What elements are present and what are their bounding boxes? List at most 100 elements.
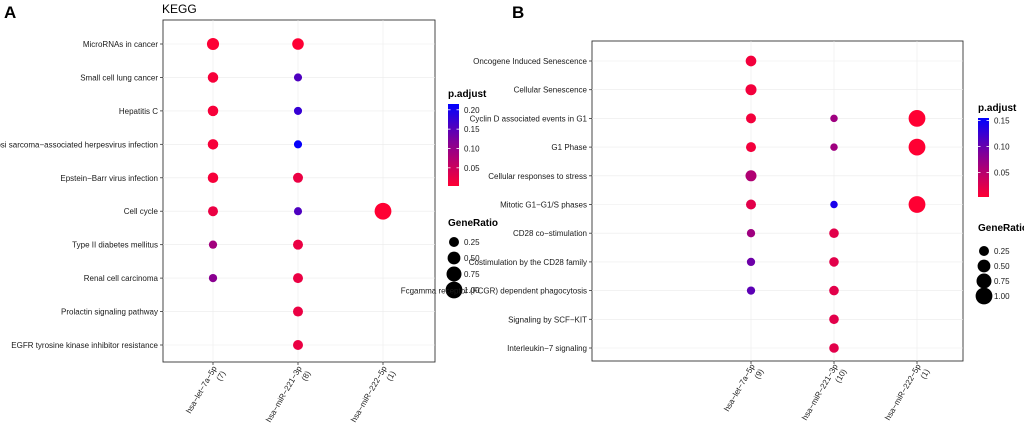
y-tick-label: Cellular Senescence bbox=[514, 86, 588, 95]
data-point bbox=[293, 340, 303, 350]
x-tick-label-group: hsa−miR−221−3p(10) bbox=[800, 362, 848, 422]
data-point bbox=[829, 228, 839, 238]
data-point bbox=[746, 199, 756, 210]
x-tick-label-group: hsa−miR−222−5p(1) bbox=[349, 364, 398, 424]
color-legend-title: p.adjust bbox=[978, 103, 1017, 114]
panel-label: B bbox=[512, 3, 524, 22]
x-tick-count: (9) bbox=[753, 367, 766, 380]
size-legend-label: 1.00 bbox=[994, 292, 1010, 301]
data-point bbox=[293, 273, 303, 284]
data-point bbox=[746, 142, 756, 153]
data-point bbox=[745, 170, 757, 182]
size-legend-label: 0.75 bbox=[464, 270, 480, 279]
data-point bbox=[207, 72, 219, 83]
data-point bbox=[908, 110, 926, 127]
data-point bbox=[293, 306, 303, 317]
x-tick-label-group: hsa−miR−221−3p(8) bbox=[264, 364, 313, 424]
size-legend-label: 0.25 bbox=[994, 247, 1010, 256]
color-legend-title: p.adjust bbox=[448, 89, 487, 100]
x-tick-count: (1) bbox=[385, 369, 398, 382]
x-tick-count: (7) bbox=[215, 369, 228, 382]
panel-label: A bbox=[4, 3, 16, 22]
y-tick-label: Hepatitis C bbox=[119, 107, 158, 116]
color-legend-label: 0.05 bbox=[994, 169, 1010, 178]
y-tick-label: Costimulation by the CD28 family bbox=[469, 258, 587, 267]
data-point bbox=[830, 200, 838, 209]
y-tick-label: Fcgamma receptor (FCGR) dependent phagoc… bbox=[401, 287, 587, 296]
panel-b: BReactomeOncogene Induced SenescenceCell… bbox=[401, 3, 1024, 422]
size-legend-label: 1.00 bbox=[464, 286, 480, 295]
data-point bbox=[746, 257, 756, 267]
size-legend-label: 0.75 bbox=[994, 277, 1010, 286]
data-point bbox=[374, 202, 392, 220]
y-tick-label: Renal cell carcinoma bbox=[84, 274, 159, 283]
size-legend-title: GeneRatio bbox=[978, 223, 1024, 234]
data-point bbox=[207, 172, 219, 184]
data-point bbox=[908, 196, 926, 213]
y-tick-label: Epstein−Barr virus infection bbox=[60, 174, 158, 183]
data-point bbox=[207, 139, 219, 150]
x-tick-count: (8) bbox=[300, 369, 313, 382]
color-bar bbox=[448, 104, 459, 186]
data-point bbox=[829, 257, 839, 267]
x-tick-label-group: hsa−let−7a−5p(9) bbox=[722, 362, 766, 413]
y-tick-label: Cyclin D associated events in G1 bbox=[470, 114, 588, 123]
data-point bbox=[293, 172, 303, 183]
y-tick-label: Type II diabetes mellitus bbox=[72, 241, 158, 250]
plot-area bbox=[591, 40, 964, 362]
data-point bbox=[746, 229, 756, 238]
color-bar bbox=[978, 118, 989, 197]
data-point bbox=[207, 105, 219, 117]
x-tick-label-group: hsa−let−7a−5p(7) bbox=[184, 364, 228, 415]
data-point bbox=[829, 285, 839, 296]
color-legend-label: 0.10 bbox=[464, 144, 480, 153]
y-tick-label: G1 Phase bbox=[551, 143, 587, 152]
data-point bbox=[208, 240, 218, 249]
data-point bbox=[908, 138, 926, 156]
size-legend-dot bbox=[445, 281, 463, 299]
data-point bbox=[293, 140, 303, 149]
x-tick-label: hsa−miR−221−3p bbox=[800, 362, 840, 422]
data-point bbox=[830, 114, 838, 123]
y-tick-label: Oncogene Induced Senescence bbox=[473, 57, 587, 66]
size-legend-dot bbox=[976, 273, 992, 289]
size-legend-label: 0.50 bbox=[464, 254, 480, 263]
size-legend-label: 0.25 bbox=[464, 238, 480, 247]
color-legend-label: 0.05 bbox=[464, 164, 480, 173]
data-point bbox=[293, 239, 303, 250]
data-point bbox=[830, 143, 838, 151]
y-tick-label: Signaling by SCF−KIT bbox=[508, 315, 587, 324]
data-point bbox=[206, 37, 220, 51]
size-legend-dot bbox=[447, 251, 461, 265]
y-tick-label: Mitotic G1−G1/S phases bbox=[500, 201, 587, 210]
color-legend-label: 0.15 bbox=[994, 117, 1010, 126]
data-point bbox=[746, 113, 756, 124]
x-tick-label-group: hsa−miR−222−5p(1) bbox=[883, 362, 931, 422]
size-legend-dot bbox=[979, 246, 989, 256]
color-legend-label: 0.10 bbox=[994, 143, 1010, 152]
size-legend-label: 0.50 bbox=[994, 262, 1010, 271]
x-tick-label: hsa−let−7a−5p bbox=[184, 364, 219, 415]
size-legend-dot bbox=[975, 287, 993, 305]
data-point bbox=[292, 38, 304, 50]
data-point bbox=[746, 286, 756, 295]
data-point bbox=[829, 343, 839, 353]
x-tick-label: hsa−miR−221−3p bbox=[264, 364, 304, 424]
data-point bbox=[208, 206, 218, 217]
data-point bbox=[208, 273, 218, 283]
y-tick-label: MicroRNAs in cancer bbox=[83, 40, 158, 49]
data-point bbox=[829, 314, 839, 325]
color-legend-label: 0.20 bbox=[464, 106, 480, 115]
x-tick-label: hsa−miR−222−5p bbox=[883, 362, 923, 422]
data-point bbox=[745, 84, 757, 96]
size-legend-title: GeneRatio bbox=[448, 218, 498, 229]
data-point bbox=[745, 55, 757, 67]
data-point bbox=[293, 106, 303, 115]
y-tick-label: Cellular responses to stress bbox=[488, 172, 587, 181]
y-tick-label: Interleukin−7 signaling bbox=[507, 344, 587, 353]
y-tick-label: CD28 co−stimulation bbox=[513, 229, 587, 238]
x-tick-label: hsa−miR−222−5p bbox=[349, 364, 389, 424]
panel-title: KEGG bbox=[162, 2, 197, 16]
